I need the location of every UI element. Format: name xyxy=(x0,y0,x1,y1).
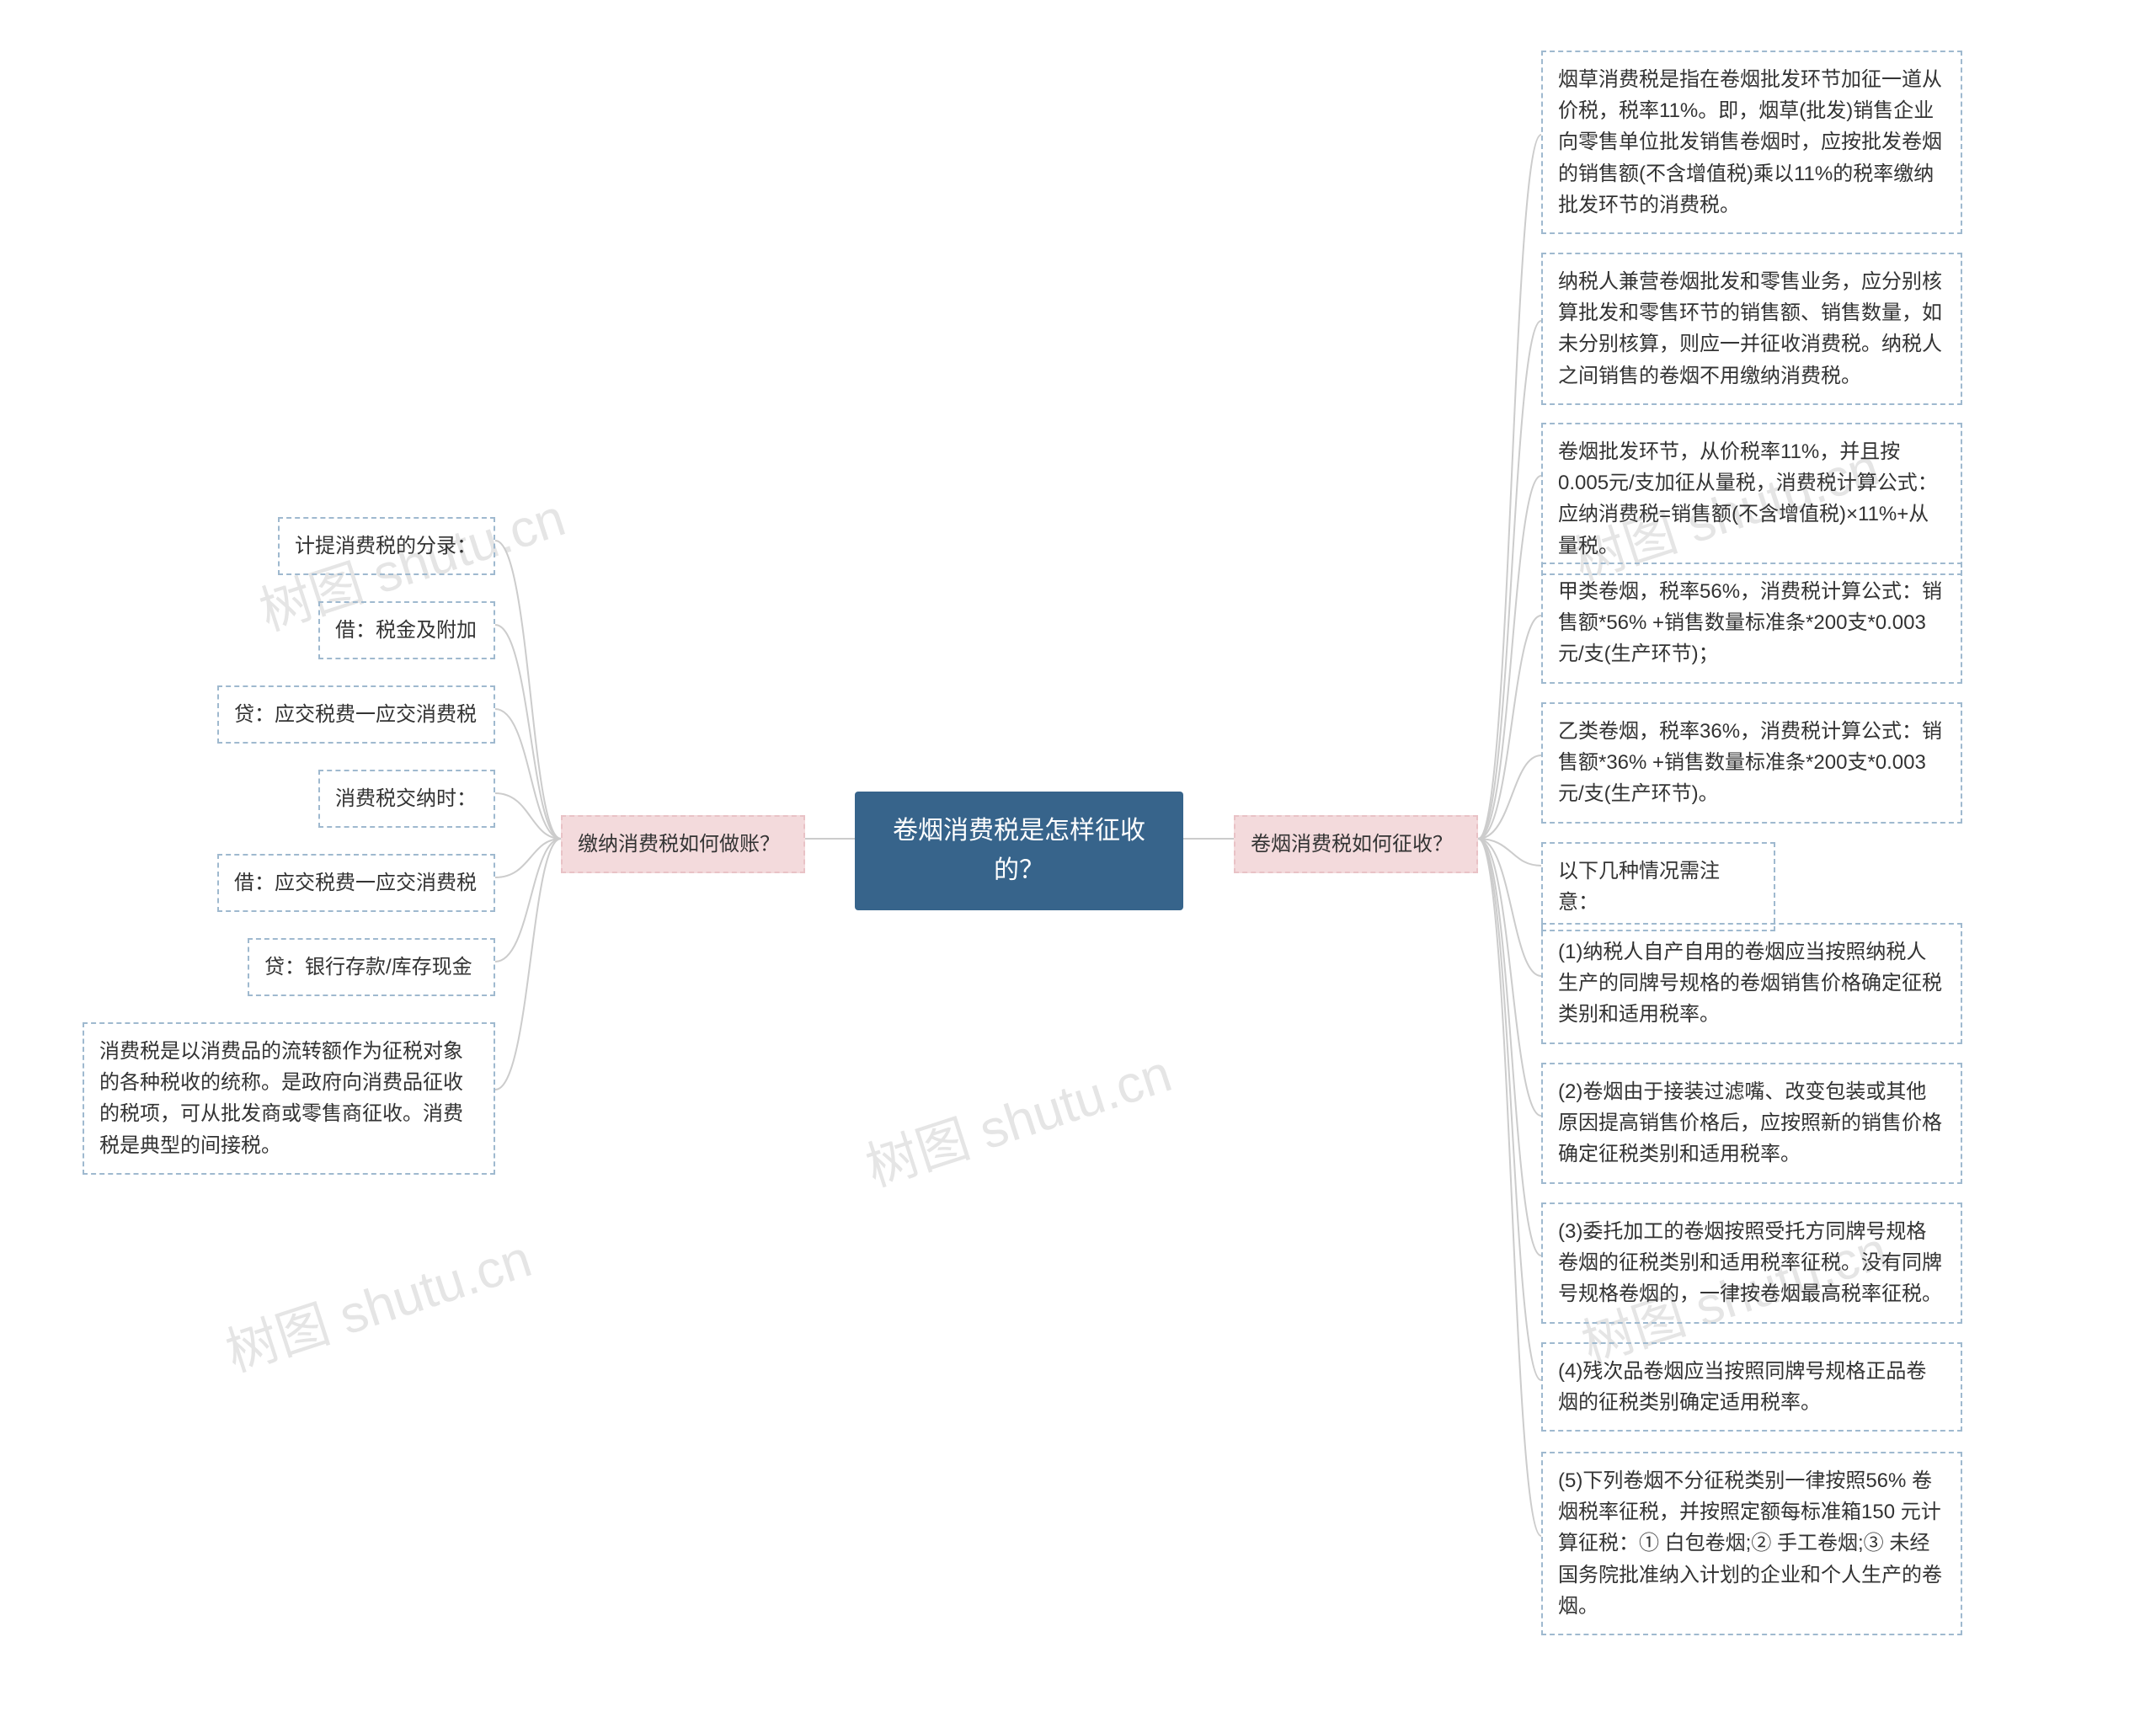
right-leaf[interactable]: 烟草消费税是指在卷烟批发环节加征一道从价税，税率11%。即，烟草(批发)销售企业… xyxy=(1541,51,1962,234)
root-node[interactable]: 卷烟消费税是怎样征收的？ xyxy=(855,792,1183,910)
left-leaf[interactable]: 贷：银行存款/库存现金 xyxy=(248,938,495,996)
watermark: 树图 shutu.cn xyxy=(855,1031,1179,1201)
watermark: 树图 shutu.cn xyxy=(215,1216,539,1386)
left-leaf[interactable]: 借：应交税费一应交消费税 xyxy=(217,854,495,912)
left-leaf[interactable]: 贷：应交税费一应交消费税 xyxy=(217,685,495,744)
right-leaf[interactable]: (4)残次品卷烟应当按照同牌号规格正品卷烟的征税类别确定适用税率。 xyxy=(1541,1342,1962,1432)
right-leaf[interactable]: (5)下列卷烟不分征税类别一律按照56% 卷烟税率征税，并按照定额每标准箱150… xyxy=(1541,1452,1962,1635)
right-leaf[interactable]: (2)卷烟由于接装过滤嘴、改变包装或其他原因提高销售价格后，应按照新的销售价格确… xyxy=(1541,1063,1962,1184)
left-leaf[interactable]: 计提消费税的分录： xyxy=(278,517,495,575)
right-leaf[interactable]: 以下几种情况需注意： xyxy=(1541,842,1775,931)
right-leaf[interactable]: 乙类卷烟，税率36%，消费税计算公式：销售额*36% +销售数量标准条*200支… xyxy=(1541,702,1962,824)
right-leaf[interactable]: (1)纳税人自产自用的卷烟应当按照纳税人生产的同牌号规格的卷烟销售价格确定征税类… xyxy=(1541,923,1962,1044)
right-leaf[interactable]: (3)委托加工的卷烟按照受托方同牌号规格卷烟的征税类别和适用税率征税。没有同牌号… xyxy=(1541,1202,1962,1324)
left-leaf[interactable]: 借：税金及附加 xyxy=(318,601,495,659)
left-leaf[interactable]: 消费税交纳时： xyxy=(318,770,495,828)
right-leaf[interactable]: 卷烟批发环节，从价税率11%，并且按0.005元/支加征从量税，消费税计算公式：… xyxy=(1541,423,1962,575)
mindmap-canvas: 树图 shutu.cn 树图 shutu.cn 树图 shutu.cn 树图 s… xyxy=(0,0,2156,1717)
right-branch[interactable]: 卷烟消费税如何征收？ xyxy=(1234,815,1478,873)
left-branch[interactable]: 缴纳消费税如何做账？ xyxy=(561,815,805,873)
left-leaf[interactable]: 消费税是以消费品的流转额作为征税对象的各种税收的统称。是政府向消费品征收的税项，… xyxy=(83,1022,495,1175)
right-leaf[interactable]: 纳税人兼营卷烟批发和零售业务，应分别核算批发和零售环节的销售额、销售数量，如未分… xyxy=(1541,253,1962,405)
right-leaf[interactable]: 甲类卷烟，税率56%，消费税计算公式：销售额*56% +销售数量标准条*200支… xyxy=(1541,563,1962,684)
